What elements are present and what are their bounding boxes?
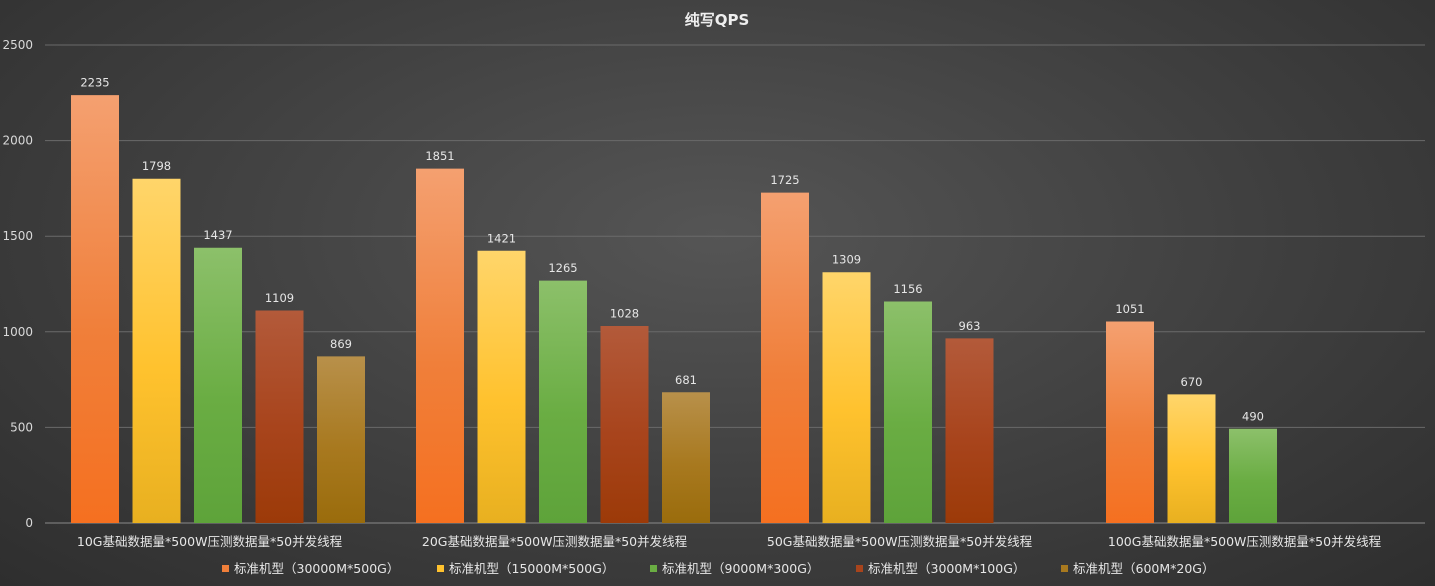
data-label: 490 <box>1242 409 1264 423</box>
legend-swatch <box>1061 565 1068 572</box>
y-tick-label: 500 <box>10 420 33 434</box>
chart-title: 纯写QPS <box>685 11 750 29</box>
data-label: 1421 <box>487 231 516 245</box>
x-category-label: 10G基础数据量*500W压测数据量*50并发线程 <box>77 534 343 549</box>
data-label: 1725 <box>770 173 799 187</box>
legend-swatch <box>437 565 444 572</box>
data-label: 1309 <box>832 253 861 267</box>
legend-label: 标准机型（15000M*500G） <box>449 561 614 576</box>
x-category-label: 50G基础数据量*500W压测数据量*50并发线程 <box>767 534 1033 549</box>
data-label: 681 <box>675 373 697 387</box>
bar <box>71 95 119 523</box>
y-tick-label: 2000 <box>2 134 33 148</box>
bar <box>600 326 649 523</box>
bar <box>132 179 181 523</box>
data-label: 1051 <box>1115 302 1144 316</box>
y-tick-label: 1000 <box>2 325 33 339</box>
bar <box>477 251 526 523</box>
legend-swatch <box>856 565 863 572</box>
data-labels: 2235 1798 1437 1109 869 1851 1421 1265 1028 681 17… <box>80 76 1264 424</box>
x-category-label: 100G基础数据量*500W压测数据量*50并发线程 <box>1108 534 1382 549</box>
data-label: 1798 <box>142 159 171 173</box>
bar <box>317 356 365 523</box>
data-label: 1851 <box>425 149 454 163</box>
y-tick-label: 1500 <box>2 229 33 243</box>
x-axis-categories: 10G基础数据量*500W压测数据量*50并发线程 20G基础数据量*500W压测… <box>77 534 1382 549</box>
data-label: 2235 <box>80 76 109 90</box>
legend-label: 标准机型（9000M*300G） <box>662 561 819 576</box>
bar <box>1229 429 1277 523</box>
bar <box>1167 394 1216 523</box>
bars <box>71 95 1277 523</box>
bar <box>822 272 871 523</box>
data-label: 1028 <box>610 306 639 320</box>
bar <box>194 248 242 523</box>
legend: 标准机型（30000M*500G） 标准机型（15000M*500G） 标准机型（9… <box>222 561 1215 576</box>
bar <box>1106 322 1154 523</box>
data-label: 1265 <box>548 261 577 275</box>
bar <box>945 338 994 523</box>
bar <box>884 301 932 523</box>
data-label: 963 <box>959 319 981 333</box>
legend-label: 标准机型（600M*20G） <box>1073 561 1215 576</box>
y-tick-label: 2500 <box>2 38 33 52</box>
data-label: 670 <box>1181 375 1203 389</box>
y-axis-ticks: 0 500 1000 1500 2000 2500 <box>2 38 33 530</box>
bar <box>761 193 809 523</box>
data-label: 1109 <box>265 291 294 305</box>
bar <box>539 281 587 523</box>
bar <box>662 392 710 523</box>
y-tick-label: 0 <box>25 516 33 530</box>
data-label: 1437 <box>203 228 232 242</box>
bar <box>416 169 464 523</box>
legend-swatch <box>222 565 229 572</box>
legend-label: 标准机型（30000M*500G） <box>234 561 399 576</box>
data-label: 1156 <box>893 282 922 296</box>
data-label: 869 <box>330 337 352 351</box>
bar <box>255 310 304 523</box>
gridlines <box>45 44 1425 524</box>
legend-swatch <box>650 565 657 572</box>
x-category-label: 20G基础数据量*500W压测数据量*50并发线程 <box>422 534 688 549</box>
legend-label: 标准机型（3000M*100G） <box>868 561 1025 576</box>
